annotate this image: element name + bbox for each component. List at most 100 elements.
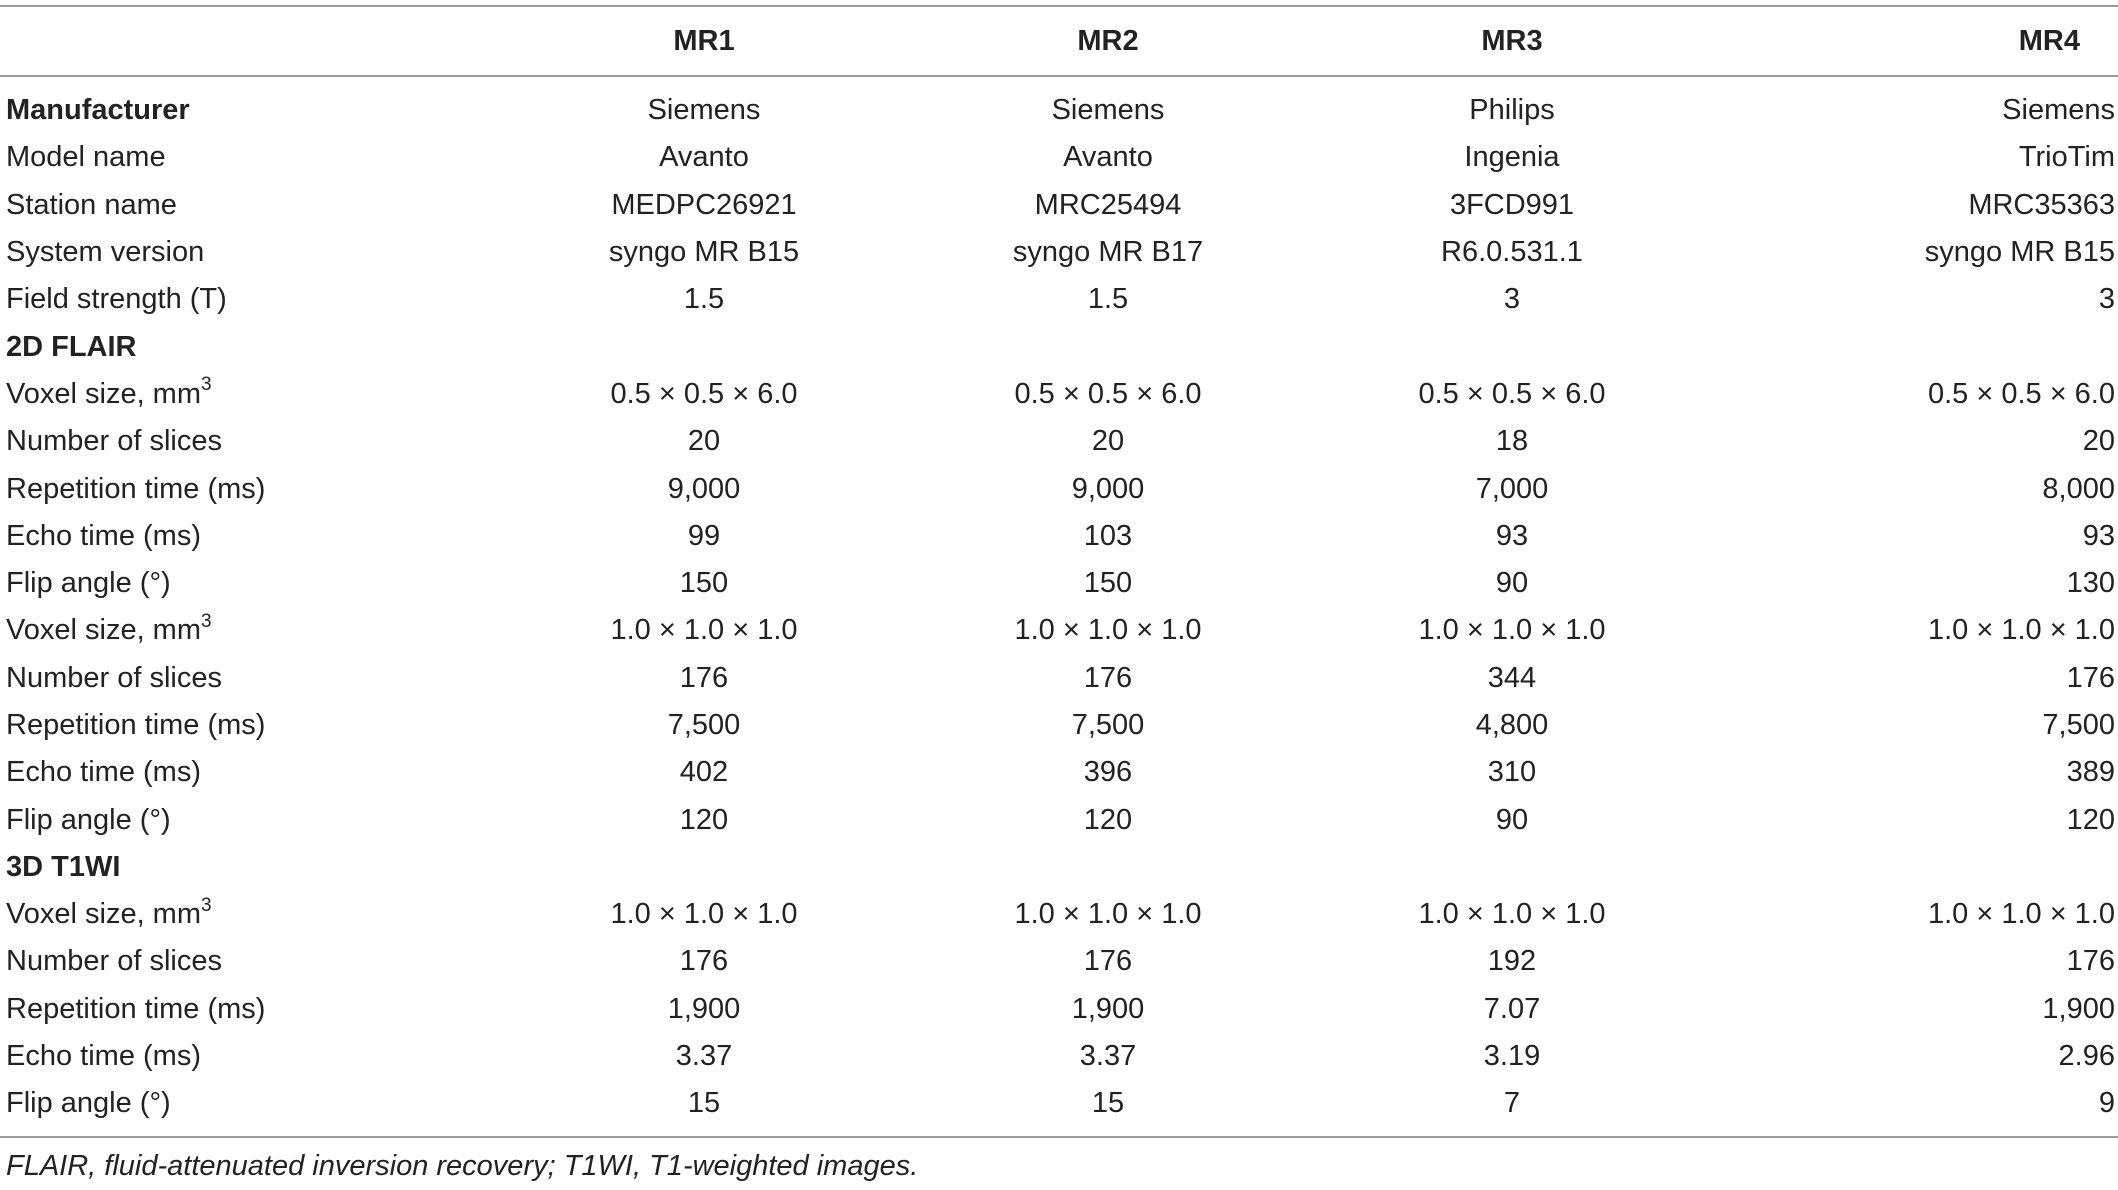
cell-mr3 bbox=[1310, 844, 1714, 891]
cell-mr3: 7.07 bbox=[1483, 992, 1541, 1025]
header-cell-mr1: MR1 bbox=[673, 24, 735, 57]
cell-mr2: 15 bbox=[1091, 1087, 1125, 1120]
section-header-row: 2D FLAIR bbox=[0, 323, 2118, 370]
header-cell-mr2: MR2 bbox=[1077, 24, 1139, 57]
cell-mr4: 8,000 bbox=[2042, 472, 2115, 505]
cell-mr3: Ingenia bbox=[1464, 141, 1560, 174]
cell-mr1: 7,500 bbox=[667, 709, 741, 741]
cell-mr1: 1.0 × 1.0 × 1.0 bbox=[610, 898, 798, 931]
cell-mr3: 93 bbox=[1495, 519, 1529, 552]
cell-mr1: Siemens bbox=[647, 94, 761, 127]
cell-mr4: syngo MR B15 bbox=[1924, 236, 2115, 269]
table-row: Number of slices 20 20 18 20 bbox=[0, 418, 2118, 465]
cell-mr3: 1.0 × 1.0 × 1.0 bbox=[1418, 898, 1606, 931]
section-title: 2D FLAIR bbox=[0, 323, 502, 370]
cell-mr2: 120 bbox=[1083, 803, 1133, 836]
table-header: MR1 MR2 MR3 MR4 bbox=[0, 6, 2118, 76]
cell-mr2: 1.5 bbox=[1087, 283, 1129, 316]
table-row: Repetition time (ms) 7,500 7,500 4,800 7,500 bbox=[0, 702, 2118, 749]
table-row: Number of slices 176 176 344 176 bbox=[0, 655, 2118, 702]
cell-mr2: 1.0 × 1.0 × 1.0 bbox=[1014, 898, 1202, 931]
table-row: Repetition time (ms) 9,000 9,000 7,000 8,000 bbox=[0, 465, 2118, 512]
table-row: Field strength (T) 1.5 1.5 3 3 bbox=[0, 276, 2118, 323]
cell-mr4: 93 bbox=[2082, 519, 2115, 552]
section-title: 3D T1WI bbox=[0, 844, 502, 891]
row-label: Manufacturer bbox=[0, 76, 502, 134]
cell-mr4: 20 bbox=[2082, 425, 2115, 458]
cell-mr4: Siemens bbox=[2002, 94, 2115, 127]
cell-mr3: 3 bbox=[1503, 283, 1521, 316]
table-row: Manufacturer Siemens Siemens Philips Siemens bbox=[0, 76, 2118, 134]
row-label-text: Field strength (T) bbox=[6, 283, 227, 316]
cell-mr3: 192 bbox=[1487, 945, 1537, 978]
row-label: Field strength (T) bbox=[0, 276, 502, 323]
cell-mr1: Avanto bbox=[659, 141, 749, 174]
row-label: Repetition time (ms) bbox=[0, 702, 502, 749]
cell-mr4: 3 bbox=[2098, 283, 2115, 316]
cell-mr1: 1,900 bbox=[667, 992, 741, 1025]
cell-mr1: 1.0 × 1.0 × 1.0 bbox=[610, 614, 798, 647]
row-label-text: Flip angle (°) bbox=[6, 803, 171, 836]
row-label: Repetition time (ms) bbox=[0, 465, 502, 512]
cell-mr1: 120 bbox=[679, 803, 729, 836]
cell-mr4: 2.96 bbox=[2058, 1040, 2115, 1073]
row-label: Station name bbox=[0, 182, 502, 229]
cell-mr1 bbox=[502, 323, 906, 370]
row-label-text: Flip angle (°) bbox=[6, 1087, 171, 1120]
row-label: Echo time (ms) bbox=[0, 749, 502, 796]
table-row: Voxel size, mm3 1.0 × 1.0 × 1.0 1.0 × 1.0 … bbox=[0, 891, 2118, 938]
unit-superscript: 3 bbox=[201, 610, 212, 632]
cell-mr3: 3.19 bbox=[1483, 1040, 1541, 1073]
row-label-text: Station name bbox=[6, 188, 177, 221]
cell-mr2: Avanto bbox=[1063, 141, 1153, 174]
table-row: Voxel size, mm3 1.0 × 1.0 × 1.0 1.0 × 1.0 … bbox=[0, 607, 2118, 654]
cell-mr1: 99 bbox=[687, 519, 721, 552]
row-label: Flip angle (°) bbox=[0, 560, 502, 607]
row-label: Repetition time (ms) bbox=[0, 986, 502, 1033]
row-label-text: Echo time (ms) bbox=[6, 756, 201, 789]
row-label: Model name bbox=[0, 134, 502, 181]
cell-mr3: 90 bbox=[1495, 567, 1529, 600]
table-row: Flip angle (°) 15 15 7 9 bbox=[0, 1080, 2118, 1137]
table-row: Station name MEDPC26921 MRC25494 3FCD991 MRC… bbox=[0, 182, 2118, 229]
row-label-text: 2D FLAIR bbox=[6, 330, 137, 363]
cell-mr3: R6.0.531.1 bbox=[1441, 236, 1583, 269]
row-label-text: Number of slices bbox=[6, 425, 222, 458]
cell-mr3: 310 bbox=[1487, 756, 1537, 789]
cell-mr2: 3.37 bbox=[1079, 1040, 1137, 1073]
cell-mr4: 1.0 × 1.0 × 1.0 bbox=[1927, 614, 2115, 647]
unit-superscript: 3 bbox=[201, 894, 212, 916]
table-row: Flip angle (°) 120 120 90 120 bbox=[0, 796, 2118, 843]
header-cell-label bbox=[0, 6, 502, 76]
cell-mr1 bbox=[502, 844, 906, 891]
cell-mr3 bbox=[1310, 323, 1714, 370]
row-label-text: Repetition time (ms) bbox=[6, 992, 266, 1025]
cell-mr4: 7,500 bbox=[2042, 709, 2115, 741]
row-label: System version bbox=[0, 229, 502, 276]
row-label: Flip angle (°) bbox=[0, 1080, 502, 1136]
row-label-text: Voxel size, mm bbox=[6, 898, 201, 931]
cell-mr4: 9 bbox=[2098, 1087, 2115, 1120]
row-label: Voxel size, mm3 bbox=[0, 607, 502, 654]
section-header-row: 3D T1WI bbox=[0, 844, 2118, 891]
row-label-text: Voxel size, mm bbox=[6, 614, 201, 647]
row-label-text: Echo time (ms) bbox=[6, 519, 201, 552]
cell-mr1: 1.5 bbox=[683, 283, 725, 316]
row-label: Voxel size, mm3 bbox=[0, 371, 502, 418]
row-label-text: Number of slices bbox=[6, 945, 222, 978]
row-label-text: Echo time (ms) bbox=[6, 1040, 201, 1073]
cell-mr4: 1,900 bbox=[2042, 992, 2115, 1025]
cell-mr1: 20 bbox=[687, 425, 721, 458]
cell-mr4 bbox=[1714, 844, 2118, 891]
table-row: Number of slices 176 176 192 176 bbox=[0, 938, 2118, 985]
cell-mr2 bbox=[906, 844, 1310, 891]
header-cell-mr3: MR3 bbox=[1481, 24, 1543, 57]
table-footnote: FLAIR, fluid-attenuated inversion recove… bbox=[6, 1150, 919, 1182]
cell-mr3: 7,000 bbox=[1475, 472, 1549, 505]
cell-mr2: 150 bbox=[1083, 567, 1133, 600]
cell-mr3: 0.5 × 0.5 × 6.0 bbox=[1418, 377, 1606, 410]
cell-mr1: MEDPC26921 bbox=[611, 188, 797, 221]
cell-mr2: 396 bbox=[1083, 756, 1133, 789]
row-label-text: Voxel size, mm bbox=[6, 377, 201, 410]
